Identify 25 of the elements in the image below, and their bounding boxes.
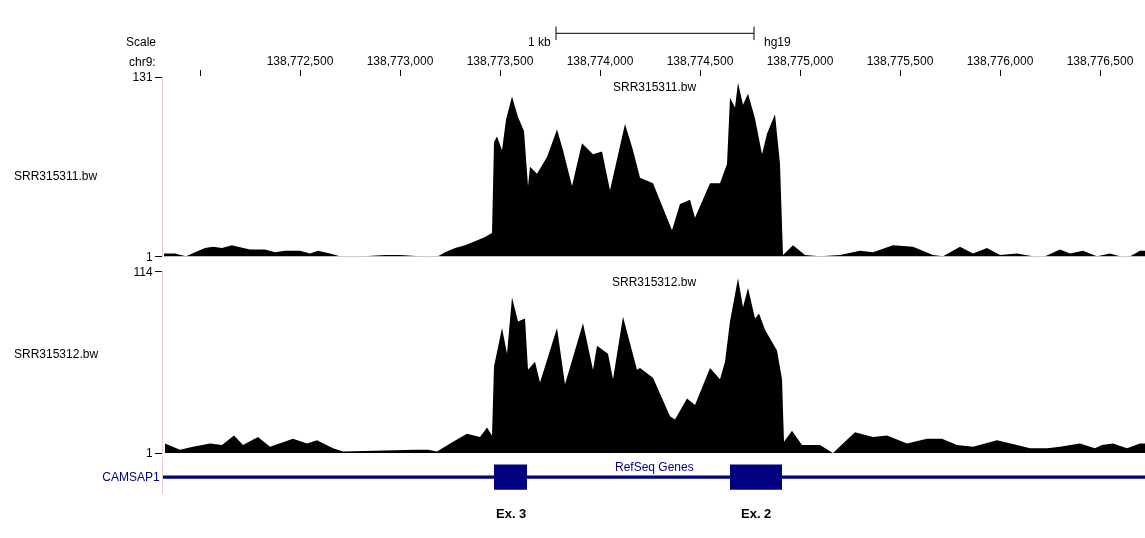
y-axis-title: SRR315312.bw [14, 347, 99, 361]
x-tick-label: 138,775,000 [766, 54, 834, 69]
text: 1 kb [528, 35, 552, 49]
chart-title: SRR315311.bw [613, 80, 697, 94]
x-tick-label: 138,772,500 [266, 54, 334, 69]
chart-title: SRR315312.bw [612, 275, 697, 289]
x-tick-label: 138,774,500 [666, 54, 734, 69]
text: RefSeq Genes [615, 460, 694, 474]
x-tick-label: 138,773,500 [466, 54, 534, 69]
annotation: Ex. 3 [496, 506, 527, 521]
y-tick-label: 1 [145, 446, 153, 461]
y-tick-label: 114 [133, 265, 153, 280]
y-tick-label: 131 [132, 70, 153, 85]
x-axis-title: chr9: [129, 55, 156, 69]
text: Scale [126, 35, 157, 49]
x-tick-label: 138,774,000 [566, 54, 634, 69]
y-axis-title: SRR315311.bw [14, 169, 98, 183]
x-tick-label: 138,776,500 [1066, 54, 1134, 69]
x-tick-label: 138,773,000 [366, 54, 434, 69]
x-tick-label: 138,776,000 [966, 54, 1034, 69]
text: hg19 [764, 35, 792, 49]
x-tick-label: 138,775,500 [866, 54, 934, 69]
y-tick-label: CAMSAP1 [102, 470, 160, 485]
annotation: Ex. 2 [741, 506, 772, 521]
y-tick-label: 1 [145, 249, 153, 264]
